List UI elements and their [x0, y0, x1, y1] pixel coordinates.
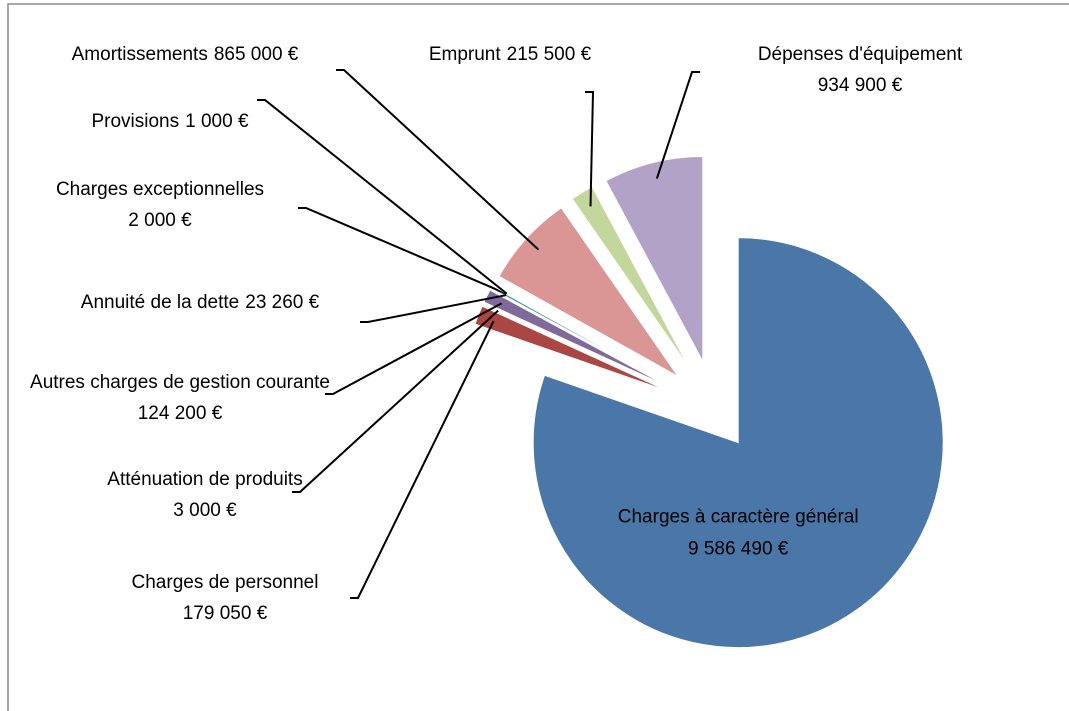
value-label: 124 200 €	[138, 403, 223, 424]
category-label: Charges de personnel	[132, 572, 319, 593]
pie-slice	[482, 302, 670, 390]
slice-label: Annuité de la dette 23 260 €	[81, 292, 320, 313]
leader-line	[585, 91, 595, 207]
value-label: 1 000 €	[185, 111, 249, 132]
leader-line	[350, 320, 495, 599]
leader-line	[325, 302, 503, 395]
value-label: 9 586 490 €	[688, 539, 789, 560]
value-label: 179 050 €	[183, 603, 268, 624]
leader-line	[655, 71, 700, 179]
leader-line	[292, 309, 499, 493]
leader-line	[298, 207, 508, 295]
leader-line	[336, 69, 540, 251]
pie-slice	[491, 284, 672, 387]
category-label: Amortissements	[72, 44, 208, 65]
category-label: Charges exceptionnelles	[56, 179, 264, 200]
slice-label: Charges de personnel 179 050 €	[132, 572, 319, 624]
slice-label: Charges exceptionnelles 2 000 €	[56, 179, 264, 231]
slice-label: Atténuation de produits 3 000 €	[107, 469, 302, 521]
category-label: Charges à caractère général	[618, 507, 859, 528]
slice-label: Provisions 1 000 €	[91, 111, 248, 132]
slice-label: Charges à caractère général 9 586 490 €	[618, 507, 859, 560]
leader-line	[360, 294, 507, 323]
pie-slice	[571, 186, 690, 368]
value-label: 934 900 €	[818, 75, 903, 96]
category-label: Provisions	[91, 111, 179, 132]
slice-label: Autres charges de gestion courante 124 20…	[30, 372, 330, 424]
pie-slice	[483, 289, 671, 389]
category-label: Dépenses d'équipement	[758, 44, 963, 65]
value-label: 3 000 €	[173, 500, 237, 521]
slice-label: Dépenses d'équipement 934 900 €	[758, 44, 963, 96]
value-label: 865 000 €	[214, 44, 299, 65]
category-label: Emprunt	[429, 44, 502, 65]
value-label: 2 000 €	[128, 210, 192, 231]
pie-slice	[605, 156, 704, 362]
slice-label: Amortissements 865 000 €	[72, 44, 299, 65]
value-label: 215 500 €	[507, 44, 592, 65]
category-label: Atténuation de produits	[107, 469, 302, 490]
category-label: Autres charges de gestion courante	[30, 372, 330, 393]
slice-label: Emprunt 215 500 €	[429, 44, 592, 65]
pie-slice	[532, 237, 944, 649]
category-label: Annuité de la dette	[81, 292, 239, 313]
leader-line	[257, 99, 508, 295]
value-label: 23 260 €	[245, 292, 319, 313]
